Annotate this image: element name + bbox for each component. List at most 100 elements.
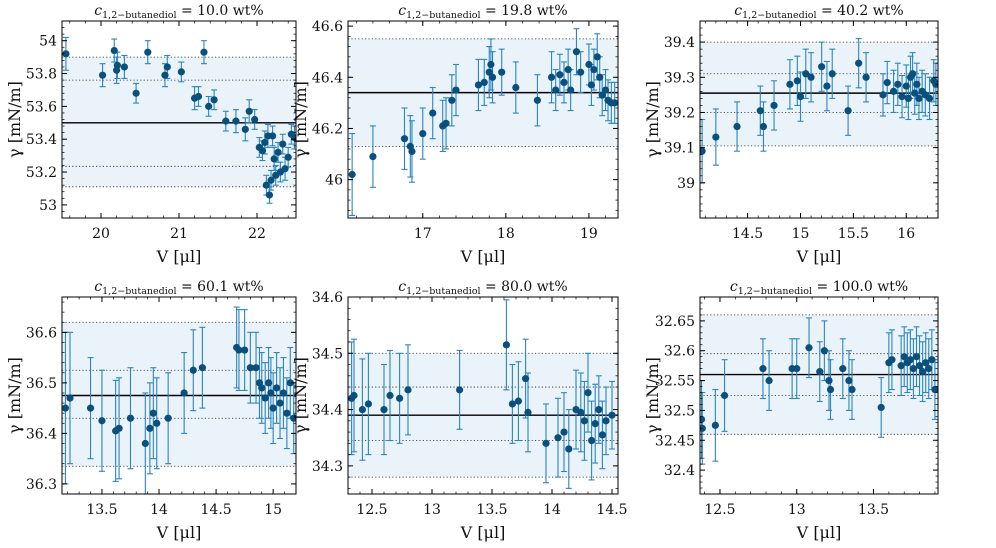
data-point xyxy=(601,86,610,94)
y-axis-label: γ [mN/m] xyxy=(5,81,24,158)
data-point xyxy=(919,368,927,376)
x-tick-label: 14.5 xyxy=(201,502,232,518)
y-tick-label: 32.5 xyxy=(664,403,695,419)
data-point xyxy=(115,424,123,432)
data-point xyxy=(796,93,805,101)
x-tick-label: 21 xyxy=(170,226,188,242)
x-tick-label: 13.5 xyxy=(858,502,889,518)
data-point xyxy=(241,125,249,133)
data-point xyxy=(925,365,933,373)
data-point xyxy=(163,63,171,71)
data-point xyxy=(580,417,589,425)
data-point xyxy=(825,376,833,385)
data-point xyxy=(269,132,277,140)
y-tick-label: 54 xyxy=(39,34,57,50)
data-point xyxy=(820,347,828,355)
data-point xyxy=(844,107,852,115)
data-point xyxy=(456,386,464,394)
data-point xyxy=(802,70,810,78)
data-point xyxy=(284,153,292,161)
chart-panel-6: 12.5 13 13.5 32.4 32.45 32.5 32.55 32.6 32.65 c1,… xyxy=(643,279,939,542)
axes-frame xyxy=(347,20,619,219)
data-point xyxy=(235,346,243,354)
x-axis-label: V [μl] xyxy=(460,523,506,542)
data-series xyxy=(62,36,296,204)
y-tick-label: 53.8 xyxy=(26,67,57,83)
data-point xyxy=(210,96,218,104)
data-point xyxy=(848,385,856,394)
data-point xyxy=(602,417,610,425)
data-point xyxy=(524,408,532,416)
data-point xyxy=(584,389,592,397)
y-tick-label: 36.6 xyxy=(26,325,57,341)
y-tick-label: 32.45 xyxy=(655,433,695,449)
y-tick-label: 36.5 xyxy=(26,376,57,392)
data-point xyxy=(759,365,767,373)
data-series xyxy=(62,306,296,494)
data-point xyxy=(897,362,905,370)
y-axis-label: γ [mN/m] xyxy=(643,357,662,434)
data-point xyxy=(591,420,599,428)
data-point xyxy=(931,385,938,394)
data-point xyxy=(598,91,606,99)
y-tick-label: 39.3 xyxy=(664,70,695,86)
y-tick-label: 34.6 xyxy=(312,290,343,306)
data-point xyxy=(164,414,172,422)
data-point xyxy=(200,48,208,56)
data-point xyxy=(286,379,294,387)
data-point xyxy=(512,83,520,92)
data-point xyxy=(828,70,836,78)
data-point xyxy=(909,365,918,373)
y-tick-label: 46.4 xyxy=(312,70,343,86)
data-point xyxy=(429,109,437,117)
data-point xyxy=(590,66,598,74)
chart-panel-2: 17 18 19 46 46.2 46.4 46.6 c1,2−butanediol = 19… xyxy=(291,3,619,266)
data-point xyxy=(252,364,260,372)
data-point xyxy=(62,404,70,412)
chart-title: c1,2−butanediol = 19.8 wt% xyxy=(398,3,567,21)
data-point xyxy=(113,61,121,69)
data-point xyxy=(904,94,912,102)
data-point xyxy=(759,122,768,131)
data-point xyxy=(700,424,706,432)
data-point xyxy=(587,81,596,89)
y-tick-label: 32.6 xyxy=(664,344,695,360)
data-point xyxy=(912,353,921,361)
axes-frame xyxy=(61,296,297,495)
data-point xyxy=(533,96,542,104)
data-point xyxy=(793,365,801,373)
data-point xyxy=(350,391,358,400)
y-tick-label: 34.5 xyxy=(312,346,343,362)
data-point xyxy=(146,424,154,432)
chart-panel-3: 14.5 15 15.5 16 39 39.1 39.2 39.3 39.4 c1,2−butan… xyxy=(643,3,939,266)
data-point xyxy=(400,135,409,143)
data-point xyxy=(474,81,483,89)
data-point xyxy=(577,68,585,76)
data-point xyxy=(560,428,568,436)
data-series xyxy=(348,299,616,489)
data-point xyxy=(149,409,157,417)
data-point xyxy=(611,99,618,107)
data-point xyxy=(194,92,203,101)
data-point xyxy=(786,80,794,88)
chart-title: c1,2−butanediol = 10.0 wt% xyxy=(94,3,263,21)
x-tick-label: 14.5 xyxy=(596,502,627,518)
data-point xyxy=(98,71,107,79)
y-tick-label: 53.2 xyxy=(26,165,57,181)
axes-frame xyxy=(347,296,619,495)
x-axis-label: V [μl] xyxy=(796,247,842,266)
data-point xyxy=(816,368,824,376)
data-point xyxy=(442,119,450,127)
y-axis-label: γ [mN/m] xyxy=(643,81,662,158)
data-point xyxy=(258,147,267,155)
data-point xyxy=(358,405,366,414)
data-point xyxy=(144,48,152,56)
y-tick-label: 39.2 xyxy=(664,105,695,121)
data-point xyxy=(290,414,296,422)
data-series xyxy=(700,38,938,184)
data-point xyxy=(560,78,568,87)
data-point xyxy=(508,400,516,408)
x-tick-label: 17 xyxy=(414,226,432,242)
data-point xyxy=(132,89,140,97)
